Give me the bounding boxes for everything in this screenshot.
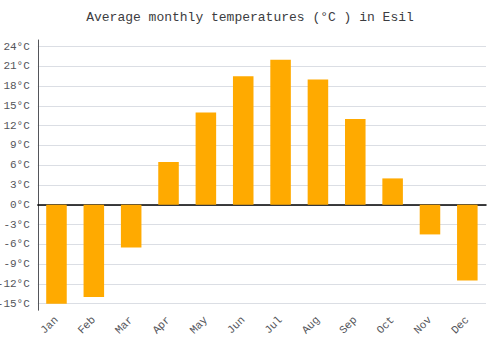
svg-text:May: May [188, 314, 211, 337]
svg-text:-3°C: -3°C [3, 219, 30, 231]
svg-text:-9°C: -9°C [3, 258, 30, 270]
svg-text:-6°C: -6°C [3, 238, 30, 250]
svg-text:Jan: Jan [38, 314, 60, 336]
svg-text:-15°C: -15°C [0, 298, 30, 310]
svg-text:Oct: Oct [374, 314, 396, 336]
svg-text:Mar: Mar [113, 314, 135, 336]
svg-text:Average monthly temperatures (: Average monthly temperatures (°C ) in Es… [86, 10, 414, 25]
svg-text:Sep: Sep [337, 314, 359, 336]
svg-text:9°C: 9°C [10, 139, 30, 151]
svg-text:21°C: 21°C [3, 60, 30, 72]
svg-text:3°C: 3°C [10, 179, 30, 191]
svg-text:0°C: 0°C [10, 199, 30, 211]
svg-text:-12°C: -12°C [0, 278, 30, 290]
svg-text:Nov: Nov [412, 314, 435, 337]
svg-text:12°C: 12°C [3, 120, 30, 132]
svg-text:18°C: 18°C [3, 80, 30, 92]
svg-text:Jul: Jul [262, 314, 284, 336]
svg-text:Aug: Aug [300, 314, 322, 336]
svg-text:15°C: 15°C [3, 100, 30, 112]
svg-text:6°C: 6°C [10, 159, 30, 171]
svg-text:Feb: Feb [76, 314, 98, 336]
svg-text:Apr: Apr [150, 314, 172, 336]
svg-text:Jun: Jun [225, 314, 247, 336]
svg-text:Dec: Dec [449, 314, 471, 336]
svg-text:24°C: 24°C [3, 41, 30, 53]
